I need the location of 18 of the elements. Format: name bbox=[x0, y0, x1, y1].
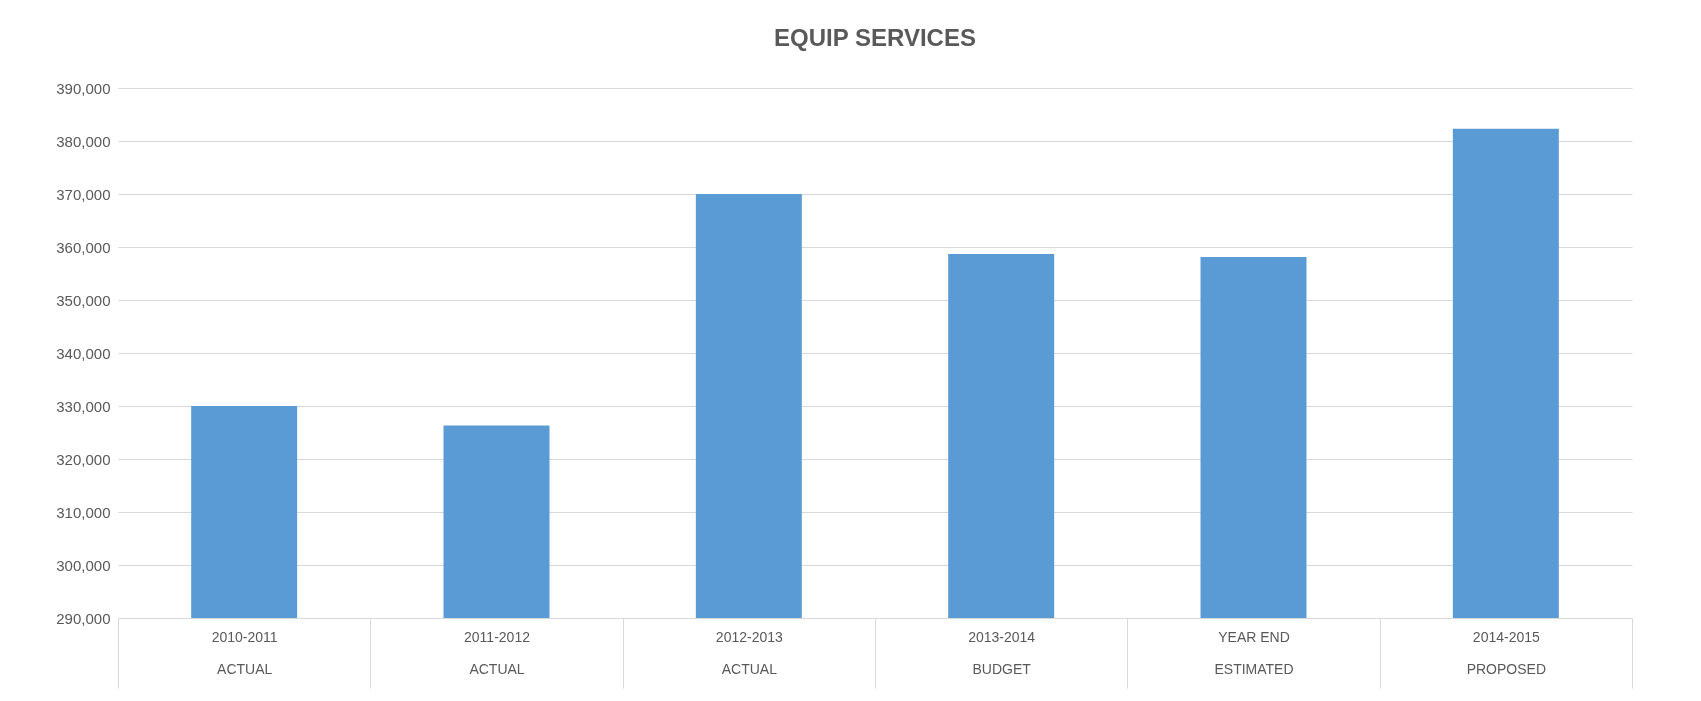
y-tick-label: 390,000 bbox=[56, 79, 111, 97]
y-tick-label: 320,000 bbox=[56, 450, 111, 468]
y-tick-label: 380,000 bbox=[56, 132, 111, 150]
x-tick-label: 2011-2012 ACTUAL bbox=[464, 628, 531, 677]
y-tick-label: 330,000 bbox=[56, 397, 111, 415]
x-tick-label: 2014-2015 PROPOSED bbox=[1466, 628, 1547, 677]
chart-title: EQUIP SERVICES bbox=[774, 24, 976, 51]
y-tick-label: 370,000 bbox=[56, 185, 111, 203]
x-tick-label: YEAR END ESTIMATED bbox=[1214, 628, 1294, 677]
y-tick-label: 360,000 bbox=[56, 238, 111, 256]
x-tick-label: 2012-2013 ACTUAL bbox=[715, 628, 784, 677]
y-tick-label: 290,000 bbox=[56, 609, 111, 627]
y-tick-label: 350,000 bbox=[56, 291, 111, 309]
y-tick-label: 300,000 bbox=[56, 556, 111, 574]
x-tick-label: 2013-2014 BUDGET bbox=[968, 628, 1036, 677]
y-tick-label: 310,000 bbox=[56, 503, 111, 521]
y-tick-label: 340,000 bbox=[56, 344, 111, 362]
x-tick-label: 2010-2011 ACTUAL bbox=[211, 628, 278, 677]
